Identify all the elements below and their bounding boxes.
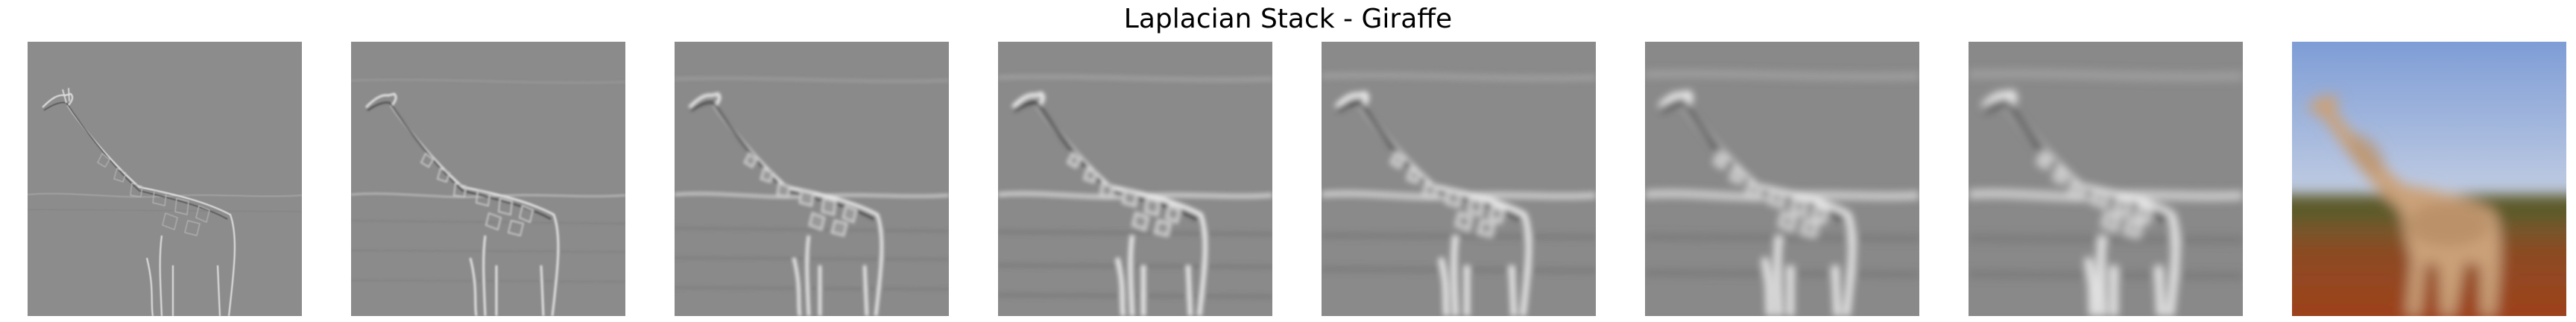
blurred-scene (2292, 95, 2566, 316)
giraffe-edges (675, 76, 949, 316)
giraffe-edges (1645, 69, 1919, 316)
laplacian-level-7-image (1969, 42, 2243, 316)
laplacian-level-1-svg (28, 42, 302, 316)
giraffe-edges (28, 87, 302, 316)
laplacian-level-7-svg (1969, 42, 2243, 316)
laplacian-level-2-image (351, 42, 625, 316)
giraffe-edges (1322, 72, 1596, 316)
giraffe-edges (1969, 69, 2243, 316)
laplacian-level-6-svg (1645, 42, 1919, 316)
band-pass-background (28, 42, 302, 316)
gaussian-residual-svg (2292, 42, 2566, 316)
laplacian-level-1-image (28, 42, 302, 316)
figure-title: Laplacian Stack - Giraffe (1123, 4, 1453, 34)
laplacian-level-6-image (1645, 42, 1919, 316)
giraffe-edges (351, 78, 625, 316)
laplacian-level-5-svg (1322, 42, 1596, 316)
laplacian-level-3-svg (675, 42, 949, 316)
laplacian-level-2-svg (351, 42, 625, 316)
laplacian-level-4-svg (998, 42, 1272, 316)
laplacian-level-3-image (675, 42, 949, 316)
gaussian-residual-image (2292, 42, 2566, 316)
giraffe-edges (998, 74, 1272, 316)
laplacian-level-5-image (1322, 42, 1596, 316)
laplacian-level-4-image (998, 42, 1272, 316)
